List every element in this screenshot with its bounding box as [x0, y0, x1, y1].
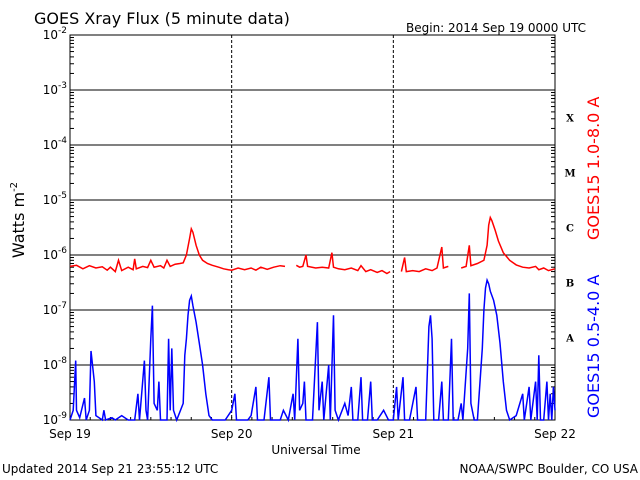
series-line — [400, 246, 449, 273]
y-tick-label: 10-3 — [43, 81, 67, 97]
series-line — [69, 226, 286, 273]
legend-label: GOES15 1.0-8.0 A — [584, 97, 603, 240]
x-tick-label: Sep 22 — [534, 427, 576, 441]
series-lines — [69, 215, 556, 423]
legend-series-long: GOES15 1.0-8.0 A — [584, 97, 603, 240]
x-axis-ticks: Sep 19 Sep 20 Sep 21 Sep 22 — [49, 427, 576, 441]
x-axis-label: Universal Time — [271, 443, 360, 457]
y-tick-label: 10-9 — [43, 411, 68, 427]
svg-text:Watts m-2: Watts m-2 — [9, 182, 28, 258]
flare-class-labels: A B C M X — [564, 114, 575, 345]
y-axis-label-exp: -2 — [9, 182, 20, 192]
flare-class-label: C — [566, 224, 574, 235]
series-line — [460, 215, 556, 272]
y-tick-label: 10-8 — [43, 356, 68, 372]
flare-class-label: B — [566, 279, 574, 290]
legend-series-short: GOES15 0.5-4.0 A — [584, 275, 603, 418]
flare-class-label: M — [564, 169, 575, 180]
credit-text: NOAA/SWPC Boulder, CO USA — [460, 462, 639, 476]
y-axis-label: Watts m-2 — [9, 182, 28, 258]
series-line — [295, 252, 391, 275]
series-line — [69, 277, 556, 423]
y-tick-label: 10-7 — [43, 301, 67, 317]
legend-label: GOES15 0.5-4.0 A — [584, 275, 603, 418]
begin-time: Begin: 2014 Sep 19 0000 UTC — [406, 21, 586, 35]
x-tick-label: Sep 19 — [49, 427, 91, 441]
flare-class-label: A — [565, 334, 574, 345]
plot-frame — [69, 34, 556, 421]
x-tick-label: Sep 21 — [372, 427, 414, 441]
y-tick-label: 10-6 — [43, 246, 68, 262]
y-tick-label: 10-5 — [43, 191, 67, 207]
y-axis-label-text: Watts m — [9, 192, 28, 258]
y-tick-label: 10-4 — [43, 136, 68, 152]
y-axis-ticks: 10-9 10-8 10-7 10-6 10-5 10-4 10-3 10-2 — [43, 26, 68, 427]
flare-class-label: X — [566, 114, 574, 125]
y-tick-label: 10-2 — [43, 26, 67, 42]
chart-title: GOES Xray Flux (5 minute data) — [34, 9, 290, 28]
updated-timestamp: Updated 2014 Sep 21 23:55:12 UTC — [2, 462, 218, 476]
grid — [69, 34, 556, 421]
x-tick-label: Sep 20 — [211, 427, 253, 441]
